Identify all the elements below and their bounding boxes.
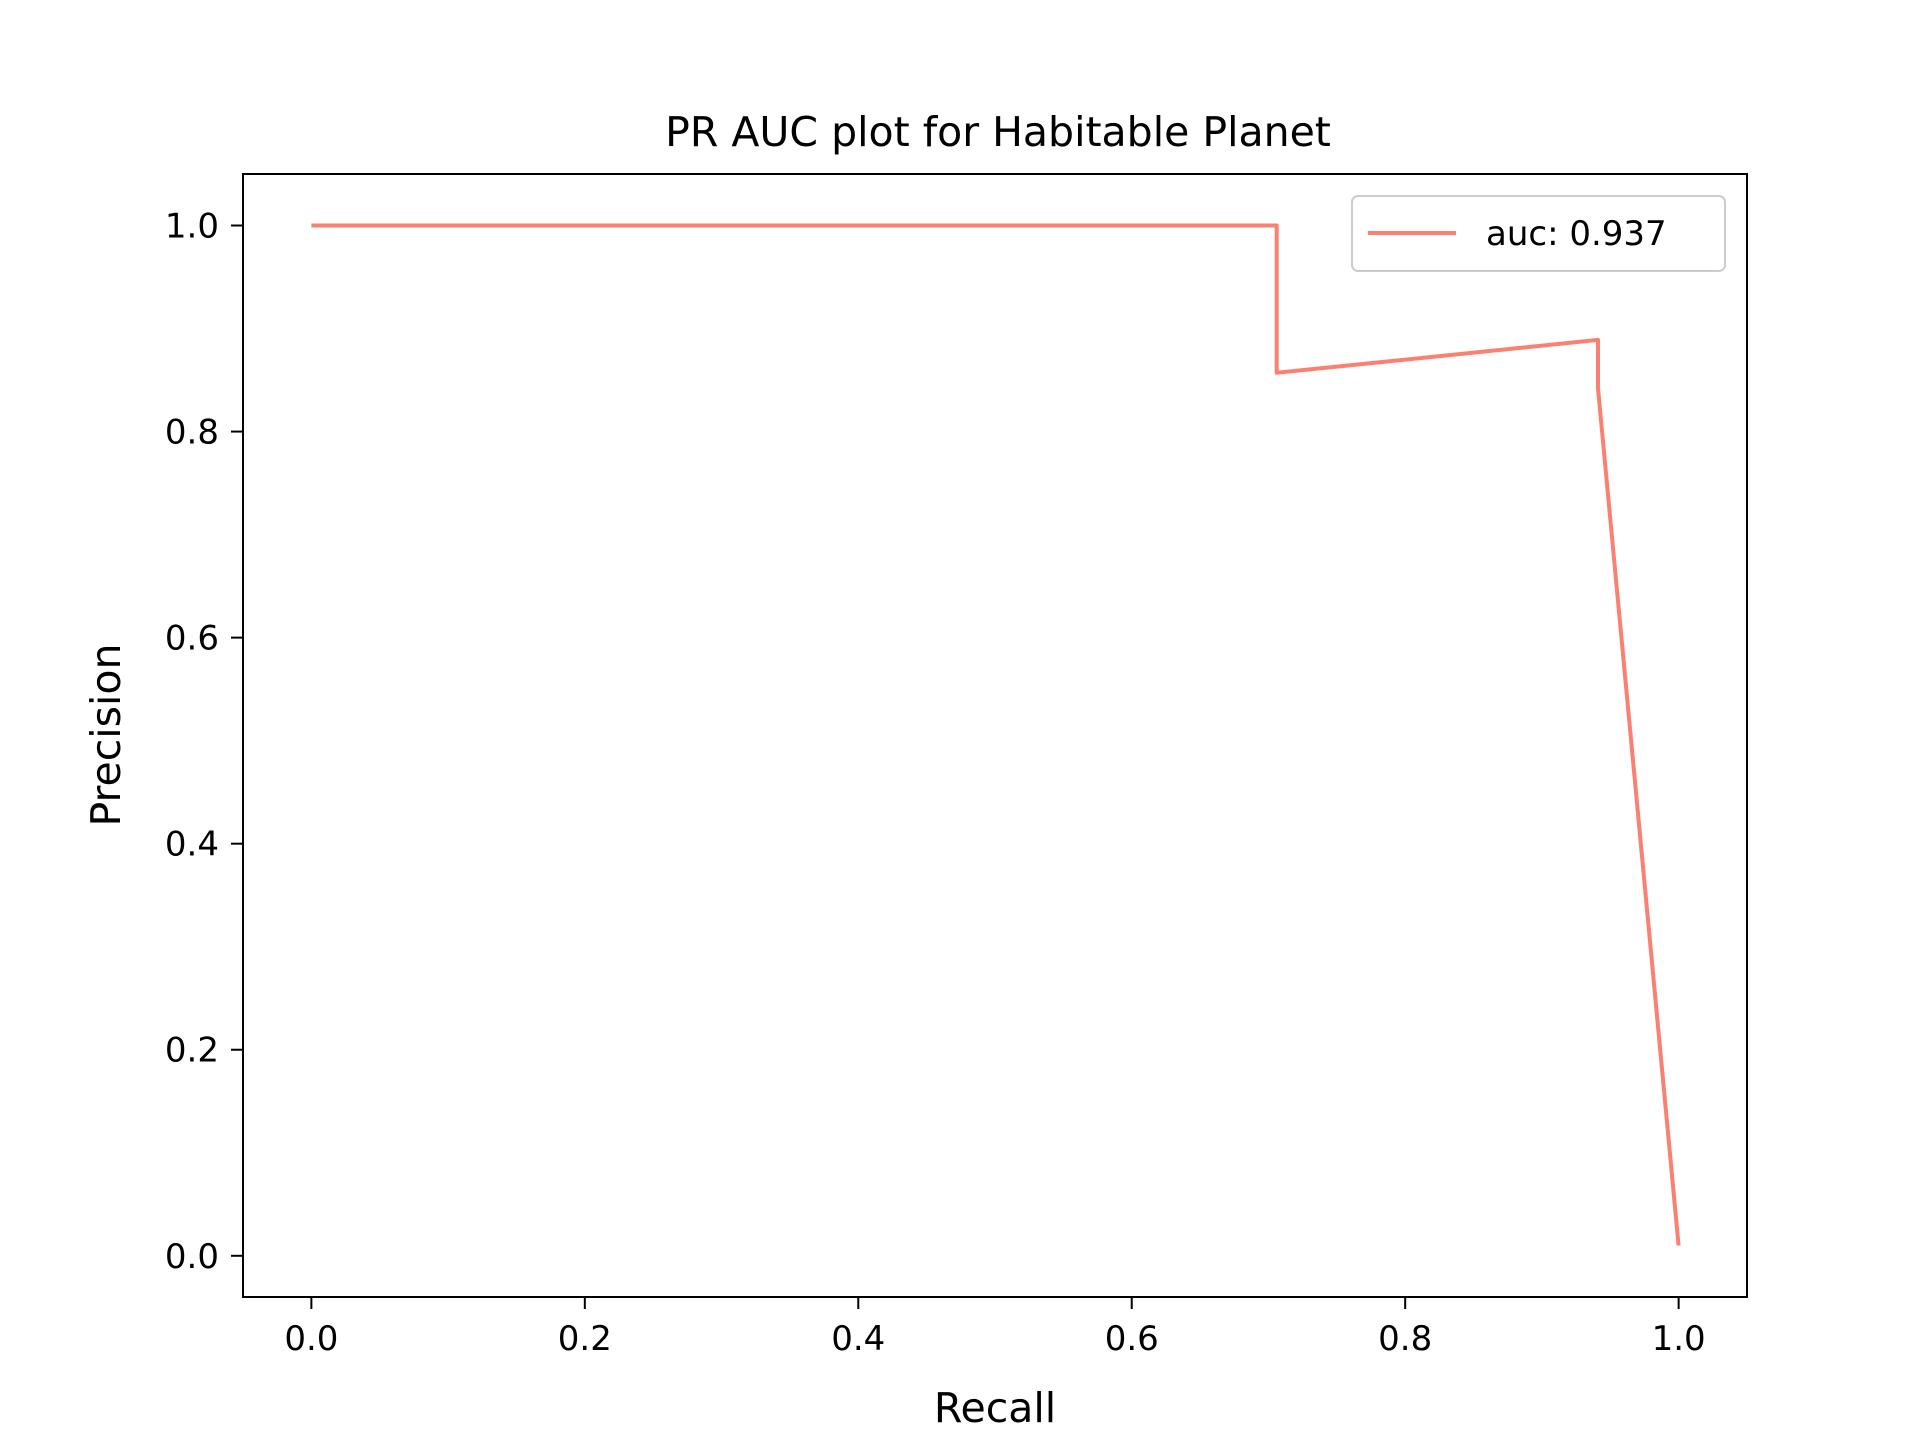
legend-box — [1351, 195, 1726, 272]
y-tick-label: 0.4 — [165, 825, 219, 865]
y-tick-label: 0.6 — [165, 619, 219, 659]
axes-frame — [242, 173, 1748, 1298]
y-axis-label: Precision — [82, 644, 130, 827]
series-layer — [311, 223, 1681, 1246]
legend-entry-label: auc: 0.937 — [1486, 214, 1667, 254]
plot-area — [243, 174, 1747, 1297]
pr-curve-line — [311, 223, 1681, 1246]
x-tick-label: 0.6 — [1105, 1319, 1159, 1359]
x-axis-ticks: 0.0 0.2 0.4 0.6 0.8 1.0 — [284, 1297, 1706, 1359]
x-tick-label: 0.4 — [831, 1319, 885, 1359]
legend: auc: 0.937 — [1351, 195, 1726, 272]
chart-title: PR AUC plot for Habitable Planet — [665, 108, 1331, 156]
y-tick-label: 0.0 — [165, 1237, 219, 1277]
y-tick-label: 0.8 — [165, 413, 219, 453]
x-tick-label: 0.2 — [558, 1319, 612, 1359]
x-tick-label: 0.8 — [1378, 1319, 1432, 1359]
x-tick-label: 1.0 — [1652, 1319, 1706, 1359]
x-axis-label: Recall — [934, 1384, 1056, 1432]
y-tick-label: 1.0 — [165, 207, 219, 247]
x-tick-label: 0.0 — [284, 1319, 338, 1359]
y-axis-ticks: 0.0 0.2 0.4 0.6 0.8 1.0 — [165, 207, 243, 1277]
y-tick-label: 0.2 — [165, 1031, 219, 1071]
